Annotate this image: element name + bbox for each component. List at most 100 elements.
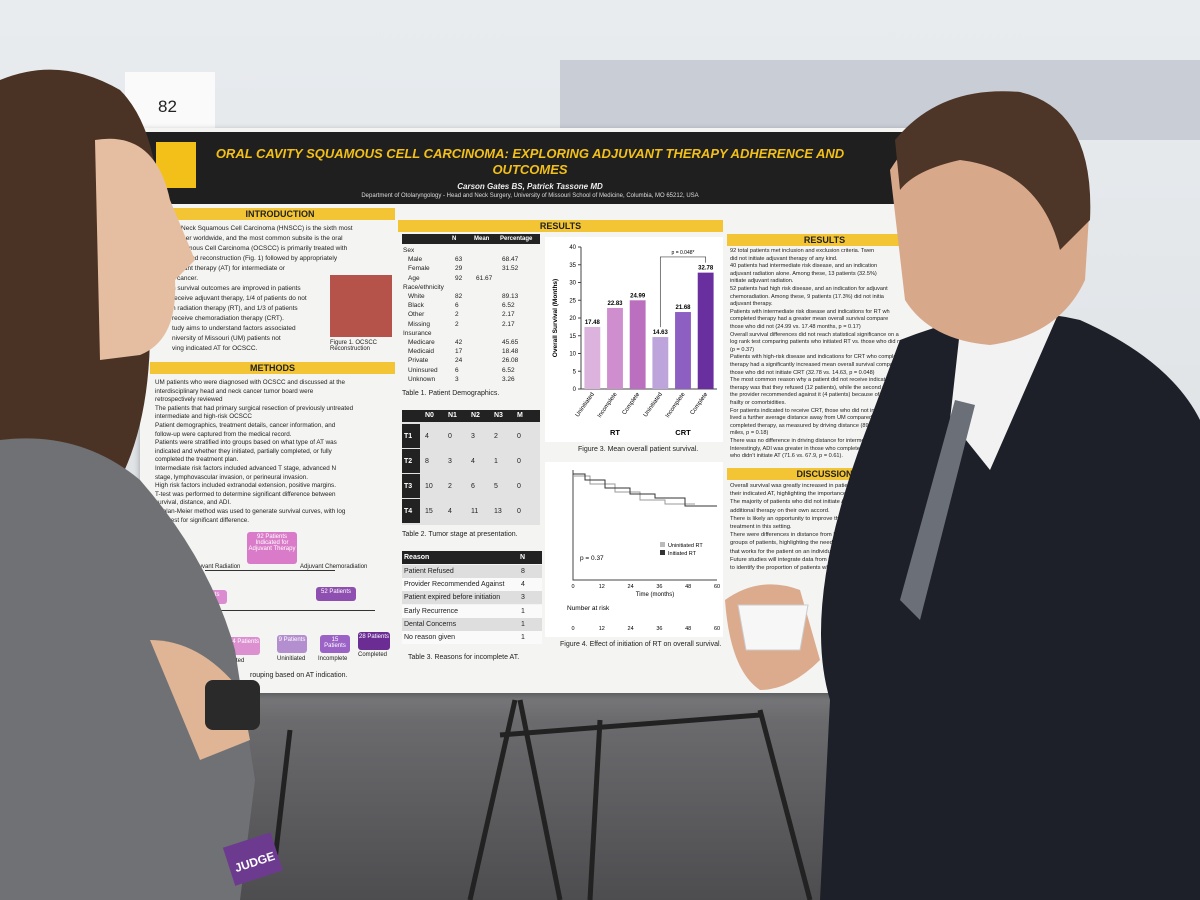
flow-node — [316, 587, 356, 601]
table1-caption: Table 1. Patient Demographics. — [402, 390, 500, 397]
y-tick-label: 10 — [569, 352, 576, 358]
bar-value-label: 24.99 — [630, 293, 646, 299]
results2-line: initiate adjuvant radiation. — [730, 278, 794, 285]
x-tick-label-risk: 12 — [599, 626, 605, 632]
results2-line: For patients indicated to receive CRT, t… — [730, 407, 907, 414]
y-tick-label: 40 — [569, 245, 576, 251]
results2-line: therapy had a significantly increased me… — [730, 362, 908, 368]
table1-header: Mean — [474, 236, 490, 242]
sign-number: 82 — [158, 97, 177, 116]
results2-line: (p = 0.37) — [730, 346, 755, 353]
results2-line: log rank test comparing patients who ini… — [730, 339, 905, 346]
bar-value-label: 17.48 — [585, 320, 601, 326]
man-hair — [895, 91, 1091, 250]
x-tick-label-risk: 36 — [656, 626, 662, 632]
table2-header: N0 — [425, 412, 434, 419]
discussion-line: Overall survival was greatly increased i… — [730, 483, 905, 489]
y-tick-label: 0 — [573, 387, 577, 393]
table2-cell: 6 — [471, 483, 475, 490]
poster-title: ORAL CAVITY SQUAMOUS CELL CARCINOMA: EXP… — [215, 146, 845, 177]
table1-cell: 89.13 — [502, 293, 519, 300]
methods-line: stage, lymphovascular invasion, or perin… — [155, 473, 308, 481]
table1-cell: 45.65 — [502, 339, 519, 346]
table2-cell: 8 — [425, 458, 429, 465]
table1-cell: 24 — [455, 357, 463, 365]
table2-cell: 2 — [494, 433, 498, 440]
table3-cell: Patient expired before initiation — [404, 594, 501, 602]
results2-line: Patients with high-risk disease and indi… — [730, 354, 905, 361]
methods-line: indicated and whether they initiated, pa… — [155, 447, 332, 455]
bar-value-label: 22.83 — [607, 301, 623, 307]
table1-cell: 2.17 — [502, 320, 515, 328]
flow-label: Uninitiated — [277, 656, 306, 662]
table2-cell: T4 — [404, 508, 413, 515]
table1-cell: 6 — [455, 366, 459, 374]
woman-face — [95, 138, 195, 360]
table3-row — [402, 591, 542, 605]
x-tick-label: 60 — [714, 584, 720, 590]
discussion-heading: DISCUSSION — [796, 469, 853, 479]
table3-cell: 8 — [521, 568, 525, 575]
table2-row-head — [402, 499, 420, 523]
table2-cell: 5 — [494, 483, 498, 490]
table2-header: N2 — [471, 412, 480, 419]
flow-node-label: 15 Patients — [324, 637, 346, 649]
methods-line: The patients that had primary surgical r… — [155, 404, 354, 412]
introduction-line: nd Neck Squamous Cell Carcinoma (HNSCC) … — [172, 225, 353, 232]
table1-header: N — [452, 236, 457, 242]
table2-cell: 1 — [494, 458, 498, 465]
significance-bracket — [659, 256, 707, 328]
table3-row — [402, 578, 542, 592]
table3-cell: Early Recurrence — [404, 607, 459, 615]
bar-value-label: 32.78 — [698, 266, 714, 272]
man-suit — [820, 313, 1200, 900]
methods-line: completed the treatment plan. — [155, 456, 239, 464]
table2-cell: T1 — [404, 433, 413, 440]
table1-cell: 92 — [455, 274, 463, 282]
results2-line: completed therapy had a greater mean ove… — [730, 316, 889, 323]
table1-cell: 18.48 — [502, 348, 519, 356]
flow-node — [228, 637, 260, 655]
table3-row — [402, 631, 542, 644]
table1-cell: 17 — [455, 348, 463, 356]
discussion-line: The majority of patients who did not ini… — [730, 499, 895, 506]
y-tick-label: 25 — [569, 298, 576, 304]
results2-line: adjuvant radiation alone. Among these, 1… — [730, 270, 877, 277]
table1-cell: White — [408, 293, 425, 300]
table2-cell: 0 — [517, 458, 521, 465]
methods-heading-bar — [150, 362, 395, 374]
results2-line: lived a further average distance away fr… — [730, 415, 906, 422]
watch — [205, 680, 260, 730]
bar-value-label: 21.68 — [675, 305, 691, 311]
bar — [584, 326, 601, 389]
x-tick-label-risk: 24 — [628, 626, 634, 632]
results2-line: 40 patients had intermediate risk diseas… — [730, 263, 878, 270]
table2-cell: 0 — [517, 508, 521, 515]
table1-header: Percentage — [500, 236, 533, 242]
flow-node-label: 52 Patients — [320, 589, 352, 595]
methods-line: follow-up were captured from the medical… — [155, 430, 292, 438]
badge-card — [222, 832, 283, 886]
table3-header-bg — [402, 551, 542, 564]
table1-cell: 6.52 — [502, 366, 515, 374]
legend-swatch — [660, 550, 665, 555]
flow-line — [205, 570, 335, 571]
methods-line: intermediate and high-risk OCSCC — [155, 413, 252, 421]
flow-node — [358, 632, 390, 650]
table1-cell: 61.67 — [476, 274, 493, 282]
table2-cell: 10 — [425, 483, 433, 490]
introduction-heading: INTRODUCTION — [245, 209, 315, 219]
introduction-line: Squamous Cell Carcinoma (OCSCC) is prima… — [172, 245, 348, 252]
results2-line: chemoradiation. Among these, 9 patients … — [730, 293, 884, 300]
table3-cell: 4 — [521, 581, 525, 589]
y-tick-label: 20 — [569, 316, 576, 322]
methods-line: retrospectively reviewed — [155, 396, 223, 404]
table1-cell: Age — [408, 274, 420, 282]
significance-label: p = 0.048* — [672, 250, 695, 256]
table3-row — [402, 604, 542, 618]
methods-line: Kaplan-Meier method was used to generate… — [155, 508, 346, 515]
discussion-line: There is likely an opportunity to improv… — [730, 515, 887, 522]
methods-line: T-test was performed to determine signif… — [155, 490, 336, 498]
bar — [629, 300, 646, 389]
